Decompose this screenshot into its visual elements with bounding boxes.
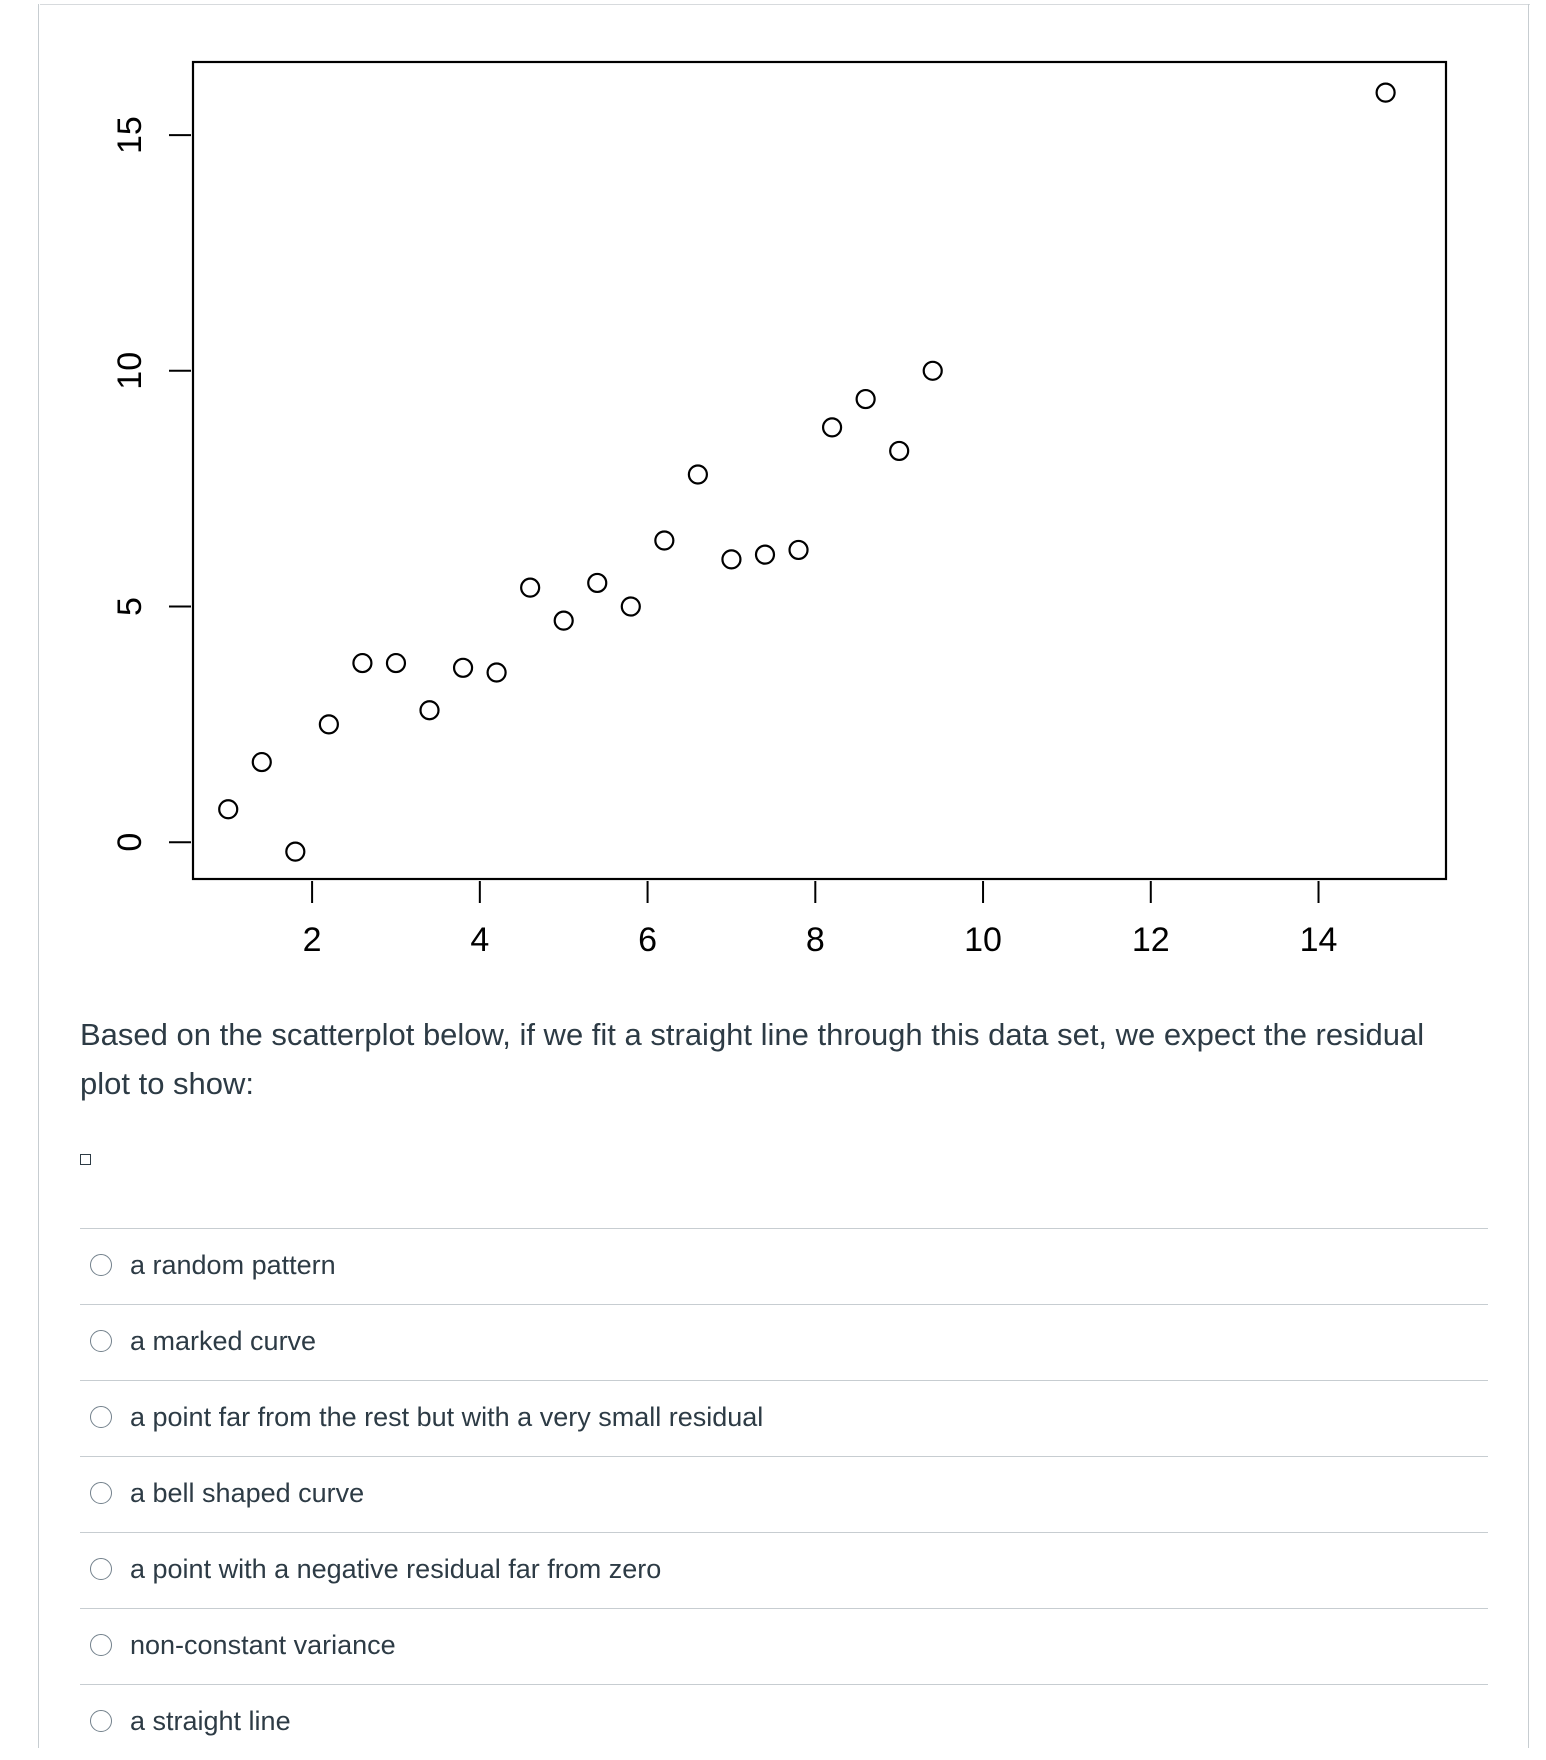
page-top-border bbox=[40, 4, 1530, 5]
data-point bbox=[889, 440, 910, 462]
question-text: Based on the scatterplot below, if we fi… bbox=[80, 1017, 1425, 1101]
data-point bbox=[285, 841, 306, 862]
data-point bbox=[251, 751, 272, 773]
x-tick-label: 8 bbox=[806, 921, 825, 959]
data-point bbox=[385, 652, 407, 674]
radio-button[interactable] bbox=[90, 1558, 112, 1580]
answer-label: a straight line bbox=[130, 1706, 291, 1736]
data-point bbox=[788, 539, 809, 561]
x-tick-label: 6 bbox=[638, 921, 657, 959]
answer-label: a marked curve bbox=[130, 1326, 317, 1356]
content-left-border bbox=[38, 4, 39, 1748]
radio-button[interactable] bbox=[90, 1482, 112, 1504]
radio-button[interactable] bbox=[90, 1634, 112, 1656]
data-point bbox=[855, 388, 876, 410]
answer-option[interactable]: a point far from the rest but with a ver… bbox=[80, 1380, 1488, 1456]
answer-label: a random pattern bbox=[130, 1250, 336, 1280]
x-tick-label: 4 bbox=[470, 921, 489, 959]
data-point bbox=[754, 544, 776, 565]
data-point bbox=[352, 652, 373, 674]
data-point bbox=[553, 610, 574, 631]
broken-image-icon bbox=[80, 1154, 91, 1165]
answer-label: a point far from the rest but with a ver… bbox=[130, 1402, 764, 1432]
answer-label: a bell shaped curve bbox=[130, 1478, 365, 1508]
radio-button[interactable] bbox=[90, 1330, 112, 1352]
plot-frame bbox=[191, 60, 1448, 881]
answer-option[interactable]: non-constant variance bbox=[80, 1608, 1488, 1684]
radio-button[interactable] bbox=[90, 1254, 112, 1276]
data-point bbox=[486, 662, 507, 683]
answer-option[interactable]: a bell shaped curve bbox=[80, 1456, 1488, 1532]
data-point bbox=[721, 549, 742, 570]
y-tick-label: 15 bbox=[111, 116, 149, 154]
data-point bbox=[587, 572, 608, 594]
data-point bbox=[654, 530, 675, 551]
answer-list: a random pattern a marked curve a point … bbox=[80, 1228, 1488, 1760]
content-right-border bbox=[1528, 4, 1529, 1748]
data-point bbox=[520, 577, 541, 598]
x-tick-label: 14 bbox=[1300, 921, 1338, 959]
answer-option[interactable]: a random pattern bbox=[80, 1228, 1488, 1304]
data-point bbox=[687, 464, 708, 485]
y-tick-label: 5 bbox=[111, 597, 149, 616]
x-tick-label: 12 bbox=[1132, 921, 1170, 959]
answer-label: non-constant variance bbox=[130, 1630, 396, 1660]
data-point bbox=[318, 714, 339, 735]
radio-button[interactable] bbox=[90, 1406, 112, 1428]
y-tick-label: 0 bbox=[111, 833, 149, 852]
y-tick-label: 10 bbox=[111, 352, 149, 390]
data-point bbox=[452, 657, 474, 678]
data-point bbox=[419, 700, 440, 721]
x-tick-label: 10 bbox=[964, 921, 1002, 959]
data-point bbox=[821, 417, 843, 438]
data-point bbox=[922, 360, 943, 381]
data-point bbox=[620, 596, 641, 617]
answer-option[interactable]: a point with a negative residual far fro… bbox=[80, 1532, 1488, 1608]
x-tick-label: 2 bbox=[303, 921, 322, 959]
answer-label: a point with a negative residual far fro… bbox=[130, 1554, 662, 1584]
scatterplot: 2 4 6 8 10 12 14 0 5 10 15 bbox=[111, 60, 1448, 959]
data-point bbox=[218, 799, 239, 820]
radio-button[interactable] bbox=[90, 1710, 112, 1732]
answer-option[interactable]: a marked curve bbox=[80, 1304, 1488, 1380]
data-point bbox=[1375, 82, 1396, 103]
answer-option[interactable]: a straight line bbox=[80, 1684, 1488, 1760]
